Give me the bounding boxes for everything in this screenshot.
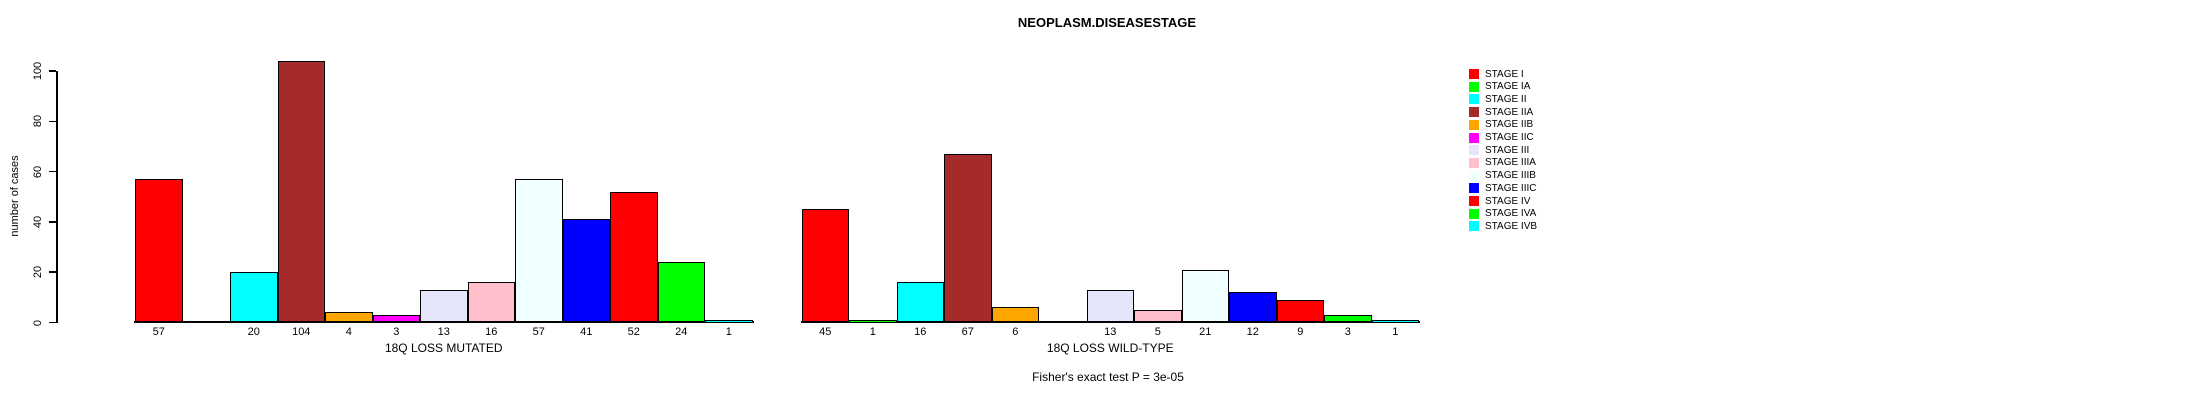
bar-stage-iv-18q-loss-mutated — [610, 191, 658, 323]
legend-swatch-stage-ia — [1469, 81, 1479, 92]
bar-stage-iva-18q-loss-mutated — [657, 262, 705, 323]
bar-stage-iiib-18q-loss-wild-type — [1181, 269, 1229, 323]
legend-swatch-stage-ivb — [1469, 221, 1479, 232]
bar-stage-iiia-18q-loss-wild-type — [1134, 309, 1182, 323]
bar-stage-iii-18q-loss-wild-type — [1086, 289, 1134, 323]
bar-value-label: 3 — [393, 326, 400, 338]
bar-stage-ii-18q-loss-mutated — [230, 272, 278, 323]
bar-stage-ivb-18q-loss-wild-type — [1371, 319, 1419, 323]
bar-value-label: 57 — [152, 326, 165, 338]
legend-label-stage-iib: STAGE IIB — [1485, 119, 1534, 131]
bar-value-label: 41 — [580, 326, 593, 338]
legend-swatch-stage-iii — [1469, 145, 1479, 156]
bar-value-label: 13 — [437, 326, 450, 338]
bar-value-label: 1 — [1392, 326, 1399, 338]
legend-swatch-stage-iiic — [1469, 183, 1479, 194]
bar-stage-iiic-18q-loss-wild-type — [1229, 292, 1277, 323]
group-label-wild-type: 18Q LOSS WILD-TYPE — [1046, 341, 1174, 355]
legend-label-stage-iva: STAGE IVA — [1485, 208, 1537, 220]
legend-label-stage-iic: STAGE IIC — [1485, 132, 1534, 143]
bar-value-label: 16 — [485, 326, 498, 338]
legend-swatch-stage-iva — [1469, 208, 1479, 219]
bar-value-label: 21 — [1199, 326, 1212, 338]
y-axis-title: number of cases — [9, 155, 21, 237]
y-tick-label: 20 — [32, 266, 44, 279]
bar-stage-iib-18q-loss-mutated — [325, 312, 373, 323]
legend-swatch-stage-iib — [1469, 119, 1479, 130]
bar-stage-iia-18q-loss-wild-type — [944, 153, 992, 323]
y-tick-label: 80 — [32, 115, 44, 128]
bar-stage-iia-18q-loss-mutated — [277, 60, 325, 323]
bar-value-label: 52 — [627, 326, 640, 338]
y-tick-mark — [49, 321, 56, 324]
bar-value-label: 45 — [819, 326, 832, 338]
bar-value-label: 1 — [725, 326, 732, 338]
bar-stage-iii-18q-loss-mutated — [420, 289, 468, 323]
legend-swatch-stage-iia — [1469, 107, 1479, 118]
chart-title: NEOPLASM.DISEASESTAGE — [1017, 15, 1197, 30]
bar-stage-ii-18q-loss-wild-type — [896, 282, 944, 323]
y-tick-mark — [49, 70, 56, 72]
bar-stage-iiib-18q-loss-mutated — [515, 179, 563, 323]
legend-label-stage-iia: STAGE IIA — [1485, 106, 1534, 118]
legend-swatch-stage-ii — [1469, 94, 1479, 105]
legend-swatch-stage-iv — [1469, 196, 1479, 206]
y-tick-mark — [49, 170, 56, 173]
legend-label-stage-iiia: STAGE IIIA — [1485, 157, 1536, 169]
group-label-mutated: 18Q LOSS MUTATED — [384, 341, 503, 355]
bar-stage-iic-18q-loss-mutated — [372, 314, 420, 323]
legend-label-stage-ia: STAGE IA — [1485, 81, 1531, 93]
bar-value-label: 24 — [675, 326, 688, 338]
y-tick-label: 40 — [32, 215, 44, 229]
legend-swatch-stage-iiib — [1469, 170, 1479, 181]
bar-value-label: 57 — [532, 326, 545, 338]
bar-value-label: 20 — [247, 326, 260, 338]
y-tick-mark — [49, 221, 56, 223]
y-tick-label: 0 — [32, 319, 44, 326]
legend-swatch-stage-iiia — [1469, 157, 1479, 168]
y-axis-line — [55, 71, 58, 323]
y-tick-label: 60 — [32, 165, 44, 178]
y-tick-mark — [49, 271, 56, 273]
legend-swatch-stage-iic — [1469, 132, 1479, 143]
bar-value-label: 9 — [1297, 326, 1304, 338]
y-tick-mark — [49, 120, 56, 123]
bar-value-label: 12 — [1246, 326, 1259, 338]
bar-value-label: 3 — [1344, 326, 1351, 338]
bar-value-label: 16 — [914, 326, 927, 338]
bar-stage-iib-18q-loss-wild-type — [991, 307, 1039, 323]
fisher-test-annotation: Fisher's exact test P = 3e-05 — [1032, 370, 1184, 384]
bar-value-label: 6 — [1012, 326, 1019, 338]
legend-label-stage-ivb: STAGE IVB — [1485, 220, 1538, 232]
legend-label-stage-i: STAGE I — [1485, 68, 1524, 80]
bar-stage-iiic-18q-loss-mutated — [562, 219, 610, 323]
y-tick-label: 100 — [32, 61, 44, 81]
bar-stage-iiia-18q-loss-mutated — [467, 282, 515, 323]
bar-value-label: 4 — [345, 326, 352, 338]
bar-value-label: 5 — [1154, 326, 1161, 338]
bar-stage-iv-18q-loss-wild-type — [1276, 299, 1324, 323]
legend-label-stage-iii: STAGE III — [1485, 144, 1530, 156]
legend-swatch-stage-i — [1469, 69, 1479, 79]
bar-value-label: 104 — [292, 326, 311, 338]
legend-label-stage-ii: STAGE II — [1485, 93, 1527, 105]
bar-value-label: 67 — [961, 326, 974, 338]
legend-label-stage-iiib: STAGE IIIB — [1485, 170, 1536, 182]
bar-stage-i-18q-loss-wild-type — [801, 209, 849, 323]
bar-stage-ia-18q-loss-wild-type — [849, 319, 897, 323]
bar-stage-iva-18q-loss-wild-type — [1324, 314, 1372, 323]
legend-label-stage-iv: STAGE IV — [1485, 195, 1531, 207]
bar-value-label: 13 — [1104, 326, 1117, 338]
legend-label-stage-iiic: STAGE IIIC — [1485, 182, 1537, 194]
bar-stage-ivb-18q-loss-mutated — [705, 319, 753, 323]
bar-stage-i-18q-loss-mutated — [135, 179, 183, 323]
bar-value-label: 1 — [869, 326, 876, 338]
